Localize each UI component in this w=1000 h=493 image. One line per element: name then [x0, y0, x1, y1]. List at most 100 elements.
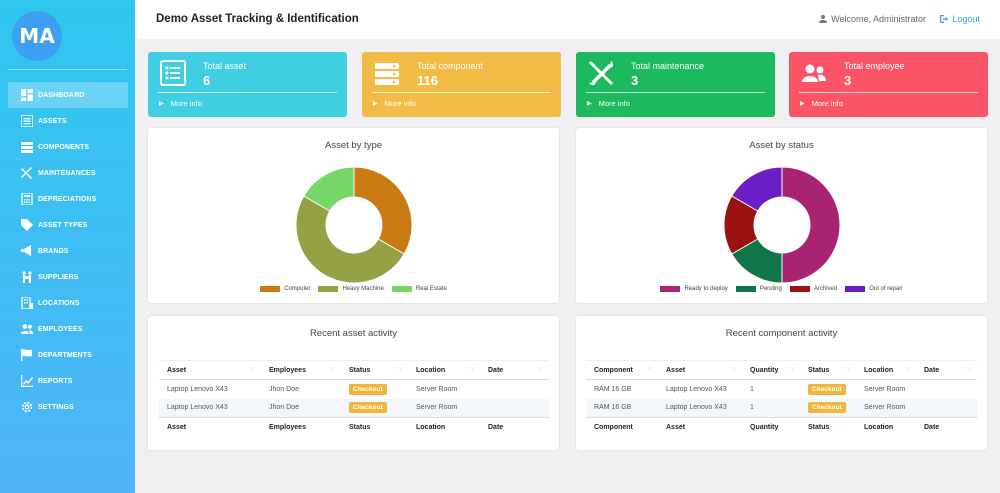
sidebar-item-settings[interactable]: SETTINGS — [8, 394, 128, 420]
users-icon — [801, 60, 827, 86]
cell-asset: Laptop Lenovo X43 — [666, 385, 727, 393]
card-label: Total employee — [844, 61, 905, 71]
sort-icon[interactable]: ↑↓ — [469, 366, 474, 372]
welcome-text: Welcome, Administrator — [819, 14, 926, 24]
sidebar-item-reports[interactable]: REPORTS — [8, 368, 128, 394]
tag-icon — [20, 219, 33, 232]
column-header-status[interactable]: Status ↑↓ — [800, 360, 856, 380]
user-icon — [819, 15, 828, 23]
sort-icon[interactable]: ↑↓ — [966, 366, 971, 372]
column-header-location[interactable]: Location ↑↓ — [408, 360, 480, 380]
app-logo[interactable]: MA — [12, 11, 62, 61]
footer-date: Date — [480, 417, 549, 437]
column-header-asset[interactable]: Asset ↑↓ — [159, 360, 261, 380]
legend-item-heavy-machine[interactable]: Heavy Machine — [318, 286, 384, 292]
sort-icon[interactable]: ↑↓ — [845, 366, 850, 372]
sidebar-item-label: COMPONENTS — [38, 143, 90, 151]
column-header-status[interactable]: Status ↑↓ — [341, 360, 408, 380]
legend-label: Computer — [284, 286, 311, 292]
slice-out-of-repair[interactable] — [731, 166, 783, 212]
footer-date: Date — [916, 417, 977, 437]
sort-icon[interactable]: ↑↓ — [789, 366, 794, 372]
legend-label: Pending — [759, 286, 782, 292]
cell-quantity: 1 — [742, 398, 800, 418]
card-total-component: Total component 116 ▶ More info — [362, 52, 561, 117]
sidebar-item-departments[interactable]: DEPARTMENTS — [8, 342, 128, 368]
slice-real-estate[interactable] — [303, 166, 355, 212]
column-header-quantity[interactable]: Quantity ↑↓ — [742, 360, 800, 380]
top-bar: Demo Asset Tracking & Identification Wel… — [135, 0, 1000, 39]
cell-status: Checkout — [341, 398, 408, 418]
page-title: Demo Asset Tracking & Identification — [156, 13, 359, 25]
logout-label: Logout — [952, 14, 980, 24]
sidebar-item-brands[interactable]: BRANDS — [8, 238, 128, 264]
cell-date — [480, 380, 549, 399]
slice-heavy-machine[interactable] — [295, 195, 405, 284]
sidebar-item-components[interactable]: COMPONENTS — [8, 134, 128, 160]
more-info-link[interactable]: ▶ More info — [373, 99, 416, 108]
sort-icon[interactable]: ↑↓ — [330, 366, 335, 372]
sort-icon[interactable]: ↑↓ — [647, 366, 652, 372]
cell-location: Server Room — [856, 398, 916, 418]
server-icon — [374, 60, 400, 86]
sidebar-item-label: SETTINGS — [38, 403, 74, 411]
sidebar-item-maintenances[interactable]: MAINTENANCES — [8, 160, 128, 186]
cell-date — [916, 398, 977, 418]
sort-icon[interactable]: ↑↓ — [538, 366, 543, 372]
column-header-asset[interactable]: Asset ↑↓ — [658, 360, 742, 380]
sidebar-item-assets[interactable]: ASSETS — [8, 108, 128, 134]
sidebar-item-label: ASSET TYPES — [38, 221, 88, 229]
card-divider — [372, 92, 551, 93]
sidebar-item-dashboard[interactable]: DASHBOARD — [8, 82, 128, 108]
legend-item-ready-to-deploy[interactable]: Ready to deploy — [660, 286, 728, 292]
gear-icon — [20, 401, 33, 414]
recent-asset-activity-panel: Recent asset activity Asset ↑↓ Employees ↑… — [148, 316, 559, 450]
recent-component-activity-panel: Recent component activity Component ↑↓ As… — [576, 316, 987, 450]
footer-status: Status — [800, 417, 856, 437]
card-total-asset: Total asset 6 ▶ More info — [148, 52, 347, 117]
sidebar-item-suppliers[interactable]: SUPPLIERS — [8, 264, 128, 290]
sidebar-item-label: BRANDS — [38, 247, 69, 255]
column-header-date[interactable]: Date ↑↓ — [916, 360, 977, 380]
sort-icon[interactable]: ↑↓ — [731, 366, 736, 372]
legend-item-archived[interactable]: Archived — [789, 286, 837, 292]
more-info-link[interactable]: ▶ More info — [587, 99, 630, 108]
sidebar-item-employees[interactable]: EMPLOYEES — [8, 316, 128, 342]
sidebar-item-depreciations[interactable]: DEPRECIATIONS — [8, 186, 128, 212]
sort-icon[interactable]: ↑↓ — [250, 366, 255, 372]
card-value: 116 — [417, 73, 438, 88]
card-divider — [158, 92, 337, 93]
cell-date — [916, 380, 977, 399]
dashboard-icon — [20, 89, 33, 102]
legend-item-computer[interactable]: Computer — [260, 286, 310, 292]
legend-item-pending[interactable]: Pending — [735, 286, 782, 292]
sort-icon[interactable]: ↑↓ — [397, 366, 402, 372]
slice-computer[interactable] — [353, 166, 413, 255]
legend-swatch — [391, 286, 412, 292]
legend-swatch — [735, 286, 756, 292]
slice-ready-to-deploy[interactable] — [781, 166, 841, 284]
sidebar-item-label: EMPLOYEES — [38, 325, 83, 333]
cell-date — [480, 398, 549, 418]
sidebar-item-label: DEPARTMENTS — [38, 351, 92, 359]
column-header-date[interactable]: Date ↑↓ — [480, 360, 549, 380]
list-icon — [20, 115, 33, 128]
cell-status: Checkout — [341, 380, 408, 399]
sidebar-item-label: DEPRECIATIONS — [38, 195, 97, 203]
sort-icon[interactable]: ↑↓ — [905, 366, 910, 372]
chart-title: Asset by type — [324, 140, 383, 151]
more-info-link[interactable]: ▶ More info — [159, 99, 202, 108]
column-header-component[interactable]: Component ↑↓ — [586, 360, 658, 380]
footer-status: Status — [341, 417, 408, 437]
legend-item-out-of-repair[interactable]: Out of repair — [845, 286, 903, 292]
chevron-right-icon: ▶ — [373, 101, 378, 107]
status-badge: Checkout — [808, 402, 846, 414]
sidebar-item-locations[interactable]: LOCATIONS — [8, 290, 128, 316]
sidebar-item-asset-types[interactable]: ASSET TYPES — [8, 212, 128, 238]
more-info-link[interactable]: ▶ More info — [800, 99, 843, 108]
column-header-location[interactable]: Location ↑↓ — [856, 360, 916, 380]
more-info-label: More info — [598, 99, 630, 108]
legend-item-real-estate[interactable]: Real Estate — [391, 286, 447, 292]
logout-link[interactable]: Logout — [940, 14, 980, 24]
column-header-employees[interactable]: Employees ↑↓ — [261, 360, 341, 380]
